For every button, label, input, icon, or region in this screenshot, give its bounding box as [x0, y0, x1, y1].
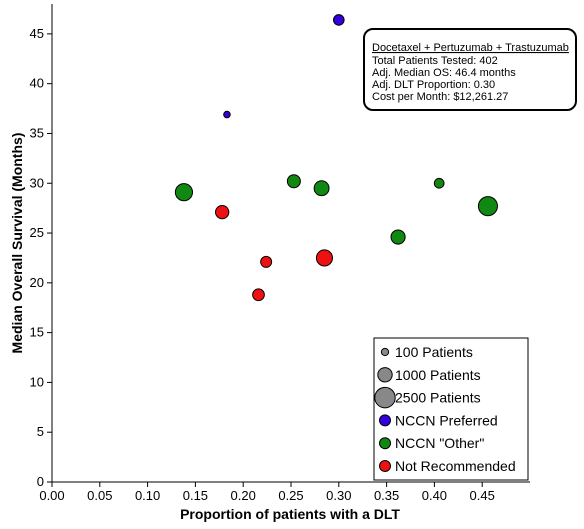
y-tick-label: 0	[37, 474, 44, 489]
axis-titles: Proportion of patients with a DLT Median…	[9, 133, 400, 522]
legend-size-marker	[377, 367, 393, 383]
x-axis-title: Proportion of patients with a DLT	[180, 506, 400, 522]
tooltip: Docetaxel + Pertuzumab + Trastuzumab Tot…	[363, 28, 577, 111]
legend-color-marker	[379, 460, 391, 472]
legend-label: 1000 Patients	[395, 367, 481, 383]
legend: 100 Patients 1000 Patients 2500 Patients NC…	[373, 337, 529, 481]
x-tick-label: 0.25	[278, 488, 303, 503]
data-point	[223, 110, 231, 119]
x-tick-label: 0.40	[422, 488, 447, 503]
legend-label: NCCN Preferred	[395, 412, 498, 428]
y-tick-label: 15	[30, 325, 44, 340]
x-tick-label: 0.00	[39, 488, 64, 503]
x-tick-label: 0.15	[183, 488, 208, 503]
tooltip-line: Adj. Median OS: 46.4 months	[372, 67, 516, 79]
y-tick-label: 25	[30, 225, 44, 240]
tooltip-line: Adj. DLT Proportion: 0.30	[372, 79, 495, 91]
tooltip-title: Docetaxel + Pertuzumab + Trastuzumab	[372, 42, 569, 54]
data-point	[252, 288, 265, 302]
tooltip-line: Cost per Month: $12,261.27	[372, 91, 508, 103]
y-tick-label: 45	[30, 26, 44, 41]
y-tick-label: 40	[30, 76, 44, 91]
legend-label: 100 Patients	[395, 344, 473, 360]
legend-label: Not Recommended	[395, 458, 516, 474]
x-tick-label: 0.30	[326, 488, 351, 503]
x-tick-label: 0.05	[87, 488, 112, 503]
x-tick-label: 0.45	[470, 488, 495, 503]
y-tick-label: 5	[37, 424, 44, 439]
legend-size-marker	[380, 347, 390, 357]
data-point	[313, 180, 330, 197]
data-point	[477, 196, 498, 217]
y-tick-label: 10	[30, 374, 44, 389]
y-tick-label: 35	[30, 125, 44, 140]
tooltip-box	[363, 28, 577, 111]
data-point	[174, 183, 194, 202]
x-tick-label: 0.10	[135, 488, 160, 503]
legend-label: NCCN "Other"	[395, 435, 484, 451]
y-tick-label: 20	[30, 275, 44, 290]
legend-color-marker	[379, 437, 391, 450]
data-point	[260, 255, 273, 268]
data-point	[433, 177, 445, 189]
data-points	[174, 14, 498, 302]
tooltip-line: Total Patients Tested: 402	[372, 55, 498, 67]
data-point	[390, 229, 406, 245]
legend-label: 2500 Patients	[395, 390, 481, 406]
legend-size-marker	[374, 386, 396, 409]
data-point	[286, 174, 301, 189]
y-axis-title: Median Overall Survival (Months)	[9, 133, 25, 354]
x-tick-label: 0.35	[374, 488, 399, 503]
axes: 0.00 0.05 0.10 0.15 0.20 0.25 0.30 0.35 0.40 0.45…	[30, 4, 530, 503]
x-tick-label: 0.20	[231, 488, 256, 503]
legend-box	[373, 337, 529, 481]
data-point	[315, 249, 334, 267]
data-point	[215, 204, 230, 220]
data-point	[333, 14, 345, 26]
y-tick-label: 30	[30, 175, 44, 190]
legend-color-marker	[379, 414, 391, 427]
